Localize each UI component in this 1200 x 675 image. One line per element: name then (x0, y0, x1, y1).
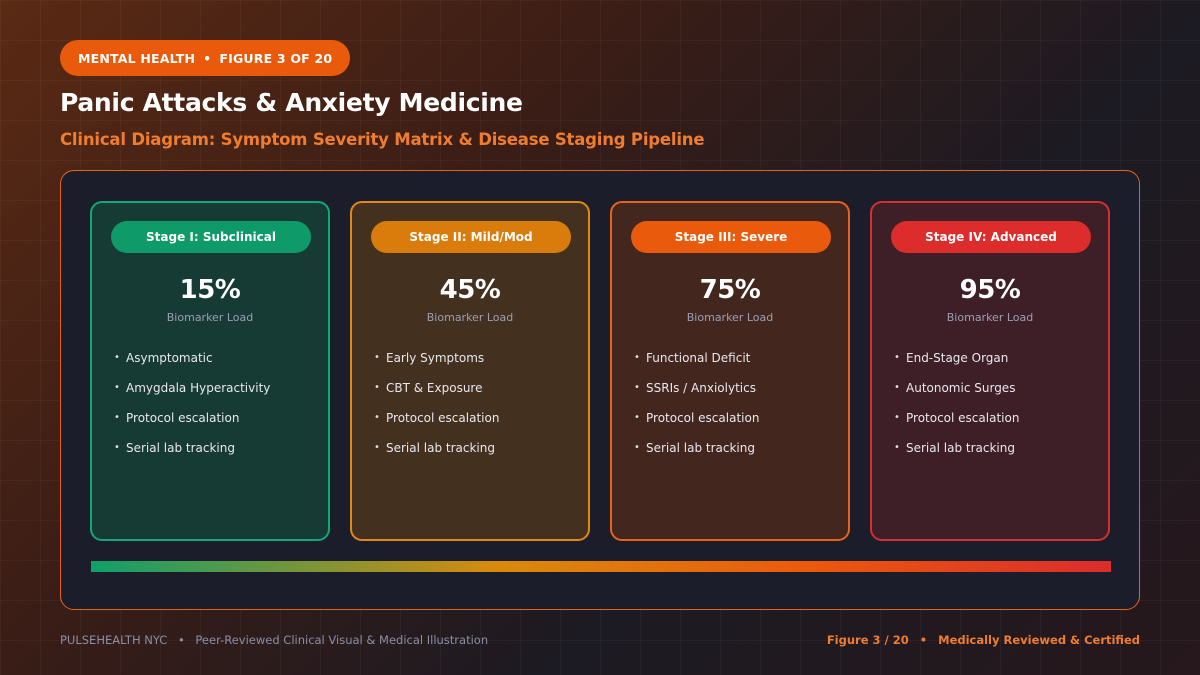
list-item: • Early Symptoms (374, 349, 499, 379)
list-item: • Amygdala Hyperactivity (114, 379, 270, 409)
category-label: MENTAL HEALTH (78, 50, 196, 66)
stage-item-list: • Functional Deficit • SSRIs / Anxiolytics… (634, 349, 759, 469)
list-item-text: Protocol escalation (646, 411, 760, 425)
bullet-icon: • (634, 442, 640, 453)
stage-metric-label: Biomarker Load (166, 311, 254, 324)
list-item-text: Autonomic Surges (906, 381, 1016, 395)
bullet-icon: • (894, 352, 900, 363)
footer-certification: Medically Reviewed & Certified (938, 633, 1140, 647)
bullet-icon: • (894, 412, 900, 423)
list-item: • Serial lab tracking (114, 439, 270, 469)
figure-tag: FIGURE 3 OF 20 (219, 50, 333, 66)
list-item-text: Amygdala Hyperactivity (126, 381, 271, 395)
stage-percent: 95% (959, 275, 1021, 305)
footer-left: PULSEHEALTH NYC • Peer-Reviewed Clinical… (60, 633, 488, 647)
bullet-icon: • (374, 442, 380, 453)
bullet-icon: • (634, 382, 640, 393)
bullet-icon: • (114, 412, 120, 423)
separator-dot: • (177, 633, 185, 647)
bullet-icon: • (114, 442, 120, 453)
stage-item-list: • End-Stage Organ • Autonomic Surges • Prot… (894, 349, 1019, 469)
list-item-text: End-Stage Organ (906, 351, 1009, 365)
page-title: Panic Attacks & Anxiety Medicine (60, 88, 523, 117)
list-item-text: Serial lab tracking (646, 441, 755, 455)
bullet-icon: • (114, 382, 120, 393)
footer-tagline: Peer-Reviewed Clinical Visual & Medical … (195, 633, 489, 647)
list-item: • Autonomic Surges (894, 379, 1019, 409)
list-item-text: Serial lab tracking (906, 441, 1015, 455)
bullet-icon: • (894, 442, 900, 453)
bullet-icon: • (374, 412, 380, 423)
bullet-icon: • (634, 412, 640, 423)
stage-badge: Stage I: Subclinical (111, 221, 311, 253)
stage-percent: 45% (439, 275, 501, 305)
list-item-text: Protocol escalation (126, 411, 240, 425)
footer-right: Figure 3 / 20 • Medically Reviewed & Cer… (827, 633, 1140, 647)
stage-metric-label: Biomarker Load (426, 311, 514, 324)
list-item-text: Functional Deficit (646, 351, 751, 365)
stage-badge: Stage IV: Advanced (891, 221, 1091, 253)
stage-percent: 15% (179, 275, 241, 305)
list-item: • Functional Deficit (634, 349, 759, 379)
list-item-text: Protocol escalation (386, 411, 500, 425)
list-item: • Serial lab tracking (894, 439, 1019, 469)
separator-dot: • (203, 50, 212, 66)
list-item-text: Serial lab tracking (386, 441, 495, 455)
stage-card-2: Stage II: Mild/Mod 45% Biomarker Load • E… (350, 201, 590, 541)
bullet-icon: • (894, 382, 900, 393)
list-item: • Protocol escalation (114, 409, 270, 439)
stage-metric-label: Biomarker Load (946, 311, 1034, 324)
bullet-icon: • (374, 352, 380, 363)
stage-card-4: Stage IV: Advanced 95% Biomarker Load • E… (870, 201, 1110, 541)
category-pill: MENTAL HEALTH • FIGURE 3 OF 20 (60, 40, 350, 76)
stage-card-3: Stage III: Severe 75% Biomarker Load • Fu… (610, 201, 850, 541)
stage-badge: Stage II: Mild/Mod (371, 221, 571, 253)
stage-item-list: • Early Symptoms • CBT & Exposure • Protoco… (374, 349, 499, 469)
severity-gradient-bar (91, 561, 1111, 572)
bullet-icon: • (634, 352, 640, 363)
list-item: • Protocol escalation (374, 409, 499, 439)
list-item-text: Asymptomatic (126, 351, 213, 365)
stage-card-1: Stage I: Subclinical 15% Biomarker Load … (90, 201, 330, 541)
list-item: • End-Stage Organ (894, 349, 1019, 379)
list-item: • Asymptomatic (114, 349, 270, 379)
list-item: • Serial lab tracking (634, 439, 759, 469)
stage-badge: Stage III: Severe (631, 221, 831, 253)
list-item: • CBT & Exposure (374, 379, 499, 409)
list-item: • SSRIs / Anxiolytics (634, 379, 759, 409)
staging-panel: Stage I: Subclinical 15% Biomarker Load … (60, 170, 1140, 610)
stage-percent: 75% (699, 275, 761, 305)
list-item: • Serial lab tracking (374, 439, 499, 469)
list-item-text: Serial lab tracking (126, 441, 235, 455)
list-item-text: Early Symptoms (386, 351, 485, 365)
list-item-text: Protocol escalation (906, 411, 1020, 425)
stage-metric-label: Biomarker Load (686, 311, 774, 324)
footer-figure-count: Figure 3 / 20 (826, 633, 909, 647)
list-item: • Protocol escalation (894, 409, 1019, 439)
separator-dot: • (919, 633, 928, 647)
bullet-icon: • (374, 382, 380, 393)
list-item-text: CBT & Exposure (386, 381, 483, 395)
list-item-text: SSRIs / Anxiolytics (646, 381, 756, 395)
bullet-icon: • (114, 352, 120, 363)
footer-brand: PULSEHEALTH NYC (60, 633, 168, 647)
stage-item-list: • Asymptomatic • Amygdala Hyperactivity • P… (114, 349, 270, 469)
list-item: • Protocol escalation (634, 409, 759, 439)
page-subtitle: Clinical Diagram: Symptom Severity Matri… (60, 130, 705, 149)
